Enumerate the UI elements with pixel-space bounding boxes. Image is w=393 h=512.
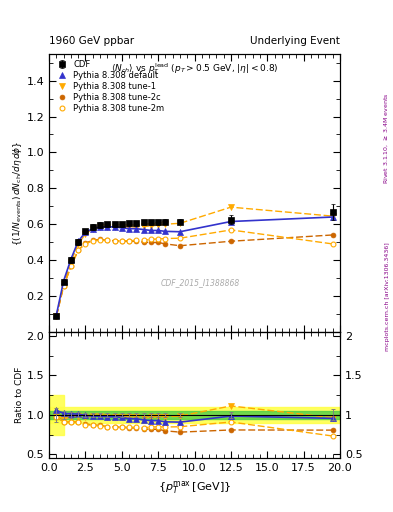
- Pythia 8.308 tune-2m: [76, 247, 81, 253]
- Pythia 8.308 tune-2c: [163, 241, 168, 247]
- Pythia 8.308 tune-2c: [105, 237, 110, 243]
- Pythia 8.308 tune-1: [178, 220, 182, 226]
- Pythia 8.308 default: [127, 226, 132, 232]
- Pythia 8.308 tune-2c: [178, 243, 182, 249]
- Pythia 8.308 tune-2m: [61, 283, 66, 289]
- Pythia 8.308 tune-2c: [90, 237, 95, 243]
- Line: Pythia 8.308 default: Pythia 8.308 default: [53, 214, 336, 317]
- Pythia 8.308 default: [229, 219, 233, 225]
- Pythia 8.308 tune-2m: [156, 236, 161, 242]
- Pythia 8.308 tune-1: [163, 221, 168, 227]
- Text: Underlying Event: Underlying Event: [250, 36, 340, 46]
- Pythia 8.308 tune-1: [76, 241, 81, 247]
- Legend: CDF, Pythia 8.308 default, Pythia 8.308 tune-1, Pythia 8.308 tune-2c, Pythia 8.3: CDF, Pythia 8.308 default, Pythia 8.308 …: [53, 58, 166, 115]
- Pythia 8.308 tune-2m: [134, 237, 139, 243]
- X-axis label: $\{p_T^{\rm max}\, [{\rm GeV}]\}$: $\{p_T^{\rm max}\, [{\rm GeV}]\}$: [158, 479, 231, 496]
- Pythia 8.308 tune-1: [61, 281, 66, 287]
- Pythia 8.308 tune-1: [149, 223, 153, 229]
- Text: Rivet 3.1.10, $\geq$ 3.4M events: Rivet 3.1.10, $\geq$ 3.4M events: [383, 93, 390, 184]
- Pythia 8.308 default: [61, 278, 66, 284]
- Bar: [49, 411, 340, 419]
- Pythia 8.308 default: [90, 226, 95, 232]
- Pythia 8.308 tune-1: [83, 231, 88, 237]
- Pythia 8.308 tune-2m: [163, 236, 168, 242]
- Pythia 8.308 tune-2m: [127, 238, 132, 244]
- Pythia 8.308 tune-2c: [61, 283, 66, 289]
- Pythia 8.308 tune-2m: [119, 238, 124, 244]
- Pythia 8.308 tune-2c: [97, 237, 102, 243]
- Pythia 8.308 tune-2c: [141, 239, 146, 245]
- Pythia 8.308 default: [156, 227, 161, 233]
- Pythia 8.308 tune-2m: [229, 227, 233, 233]
- Bar: [49, 395, 64, 435]
- Line: Pythia 8.308 tune-2m: Pythia 8.308 tune-2m: [54, 227, 335, 318]
- Pythia 8.308 default: [112, 224, 117, 230]
- Pythia 8.308 tune-1: [141, 223, 146, 229]
- Pythia 8.308 default: [331, 214, 335, 220]
- Pythia 8.308 tune-2m: [68, 263, 73, 269]
- Pythia 8.308 tune-2m: [105, 237, 110, 243]
- Pythia 8.308 default: [68, 256, 73, 262]
- Pythia 8.308 default: [105, 224, 110, 230]
- Pythia 8.308 tune-2c: [119, 238, 124, 244]
- Line: Pythia 8.308 tune-1: Pythia 8.308 tune-1: [53, 204, 336, 318]
- Pythia 8.308 default: [54, 312, 59, 318]
- Pythia 8.308 tune-1: [331, 213, 335, 219]
- Bar: [49, 407, 340, 423]
- Text: 1960 GeV ppbar: 1960 GeV ppbar: [49, 36, 134, 46]
- Pythia 8.308 default: [134, 226, 139, 232]
- Pythia 8.308 default: [83, 229, 88, 236]
- Pythia 8.308 tune-2m: [178, 235, 182, 241]
- Text: mcplots.cern.ch [arXiv:1306.3436]: mcplots.cern.ch [arXiv:1306.3436]: [385, 243, 390, 351]
- Line: Pythia 8.308 tune-2c: Pythia 8.308 tune-2c: [54, 232, 335, 318]
- Pythia 8.308 tune-2c: [112, 238, 117, 244]
- Pythia 8.308 tune-2m: [331, 241, 335, 247]
- Pythia 8.308 tune-2c: [83, 240, 88, 246]
- Pythia 8.308 tune-2m: [149, 237, 153, 243]
- Pythia 8.308 tune-2c: [149, 240, 153, 246]
- Pythia 8.308 tune-2c: [331, 232, 335, 238]
- Pythia 8.308 tune-2c: [134, 238, 139, 244]
- Pythia 8.308 default: [178, 229, 182, 235]
- Pythia 8.308 tune-1: [90, 226, 95, 232]
- Pythia 8.308 tune-2c: [54, 313, 59, 319]
- Pythia 8.308 tune-1: [97, 224, 102, 230]
- Pythia 8.308 tune-1: [134, 224, 139, 230]
- Pythia 8.308 tune-1: [119, 224, 124, 230]
- Pythia 8.308 tune-1: [229, 204, 233, 210]
- Pythia 8.308 tune-1: [156, 222, 161, 228]
- Pythia 8.308 tune-2m: [54, 313, 59, 319]
- Text: CDF_2015_I1388868: CDF_2015_I1388868: [161, 279, 240, 287]
- Pythia 8.308 tune-2c: [156, 240, 161, 246]
- Pythia 8.308 default: [97, 224, 102, 230]
- Pythia 8.308 tune-1: [105, 224, 110, 230]
- Pythia 8.308 tune-1: [68, 259, 73, 265]
- Text: $\langle N_{ch}\rangle$ vs $p_T^{\rm lead}$ ($p_T > 0.5$ GeV, $|\eta| < 0.8$): $\langle N_{ch}\rangle$ vs $p_T^{\rm lea…: [111, 61, 278, 76]
- Pythia 8.308 tune-1: [112, 224, 117, 230]
- Pythia 8.308 tune-1: [54, 313, 59, 319]
- Pythia 8.308 tune-2c: [127, 238, 132, 244]
- Pythia 8.308 tune-2c: [68, 263, 73, 269]
- Pythia 8.308 tune-2c: [76, 247, 81, 253]
- Pythia 8.308 tune-1: [127, 224, 132, 230]
- Y-axis label: $\{(1/N_{\rm events})\, dN_{\rm ch}/d\eta\, d\phi\}$: $\{(1/N_{\rm events})\, dN_{\rm ch}/d\et…: [11, 140, 24, 246]
- Pythia 8.308 default: [119, 225, 124, 231]
- Pythia 8.308 tune-2m: [90, 238, 95, 244]
- Pythia 8.308 tune-2c: [229, 238, 233, 244]
- Pythia 8.308 default: [76, 238, 81, 244]
- Pythia 8.308 tune-2m: [83, 241, 88, 247]
- Pythia 8.308 tune-2m: [112, 238, 117, 244]
- Pythia 8.308 default: [149, 227, 153, 233]
- Pythia 8.308 default: [163, 228, 168, 234]
- Pythia 8.308 tune-2m: [97, 237, 102, 243]
- Pythia 8.308 default: [141, 226, 146, 232]
- Y-axis label: Ratio to CDF: Ratio to CDF: [15, 367, 24, 423]
- Pythia 8.308 tune-2m: [141, 237, 146, 243]
